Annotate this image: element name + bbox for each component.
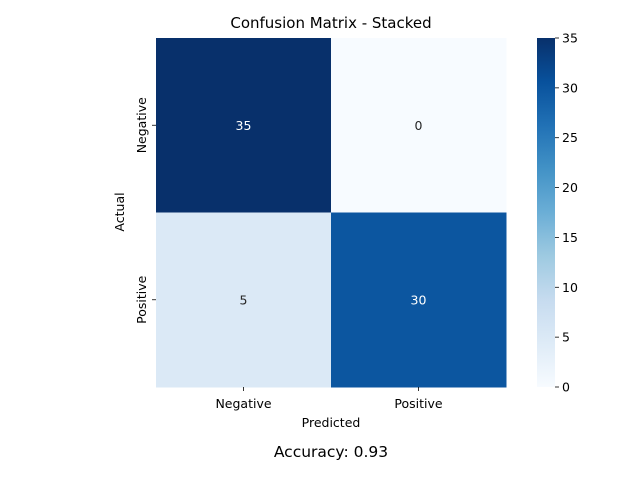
chart-title: Confusion Matrix - Stacked [230, 14, 431, 32]
colorbar [537, 38, 555, 387]
colorbar-tick-label: 10 [562, 280, 578, 295]
colorbar-ticks: 0 5 10 15 20 25 30 35 [555, 31, 578, 395]
heatmap-cell-1-1 [331, 212, 507, 388]
heatmap-cell-0-1 [331, 38, 507, 213]
cell-value-1-0: 5 [240, 292, 248, 307]
y-axis-ticks: Negative Positive [134, 97, 156, 324]
y-tick-label: Positive [134, 275, 149, 323]
colorbar-tick-label: 15 [562, 230, 578, 245]
heatmap-cell-1-0 [156, 212, 332, 388]
x-tick-label: Negative [215, 396, 271, 411]
cell-value-0-1: 0 [415, 118, 423, 133]
colorbar-tick-label: 35 [562, 31, 578, 46]
colorbar-tick-label: 25 [562, 130, 578, 145]
x-tick-label: Positive [394, 396, 442, 411]
x-axis-ticks: Negative Positive [215, 387, 443, 411]
cell-value-0-0: 35 [236, 118, 252, 133]
heatmap-cell-labels: 35 0 5 30 [236, 118, 427, 308]
y-axis-label: Actual [112, 192, 127, 231]
colorbar-tick-label: 20 [562, 180, 578, 195]
cell-value-1-1: 30 [411, 292, 427, 307]
colorbar-tick-label: 5 [562, 330, 570, 345]
accuracy-annotation: Accuracy: 0.93 [274, 443, 388, 461]
colorbar-tick-label: 0 [562, 380, 570, 395]
heatmap-cells [156, 38, 507, 388]
colorbar-tick-label: 30 [562, 80, 578, 95]
x-axis-label: Predicted [302, 415, 361, 430]
y-tick-label: Negative [134, 97, 149, 153]
heatmap-cell-0-0 [156, 38, 332, 213]
